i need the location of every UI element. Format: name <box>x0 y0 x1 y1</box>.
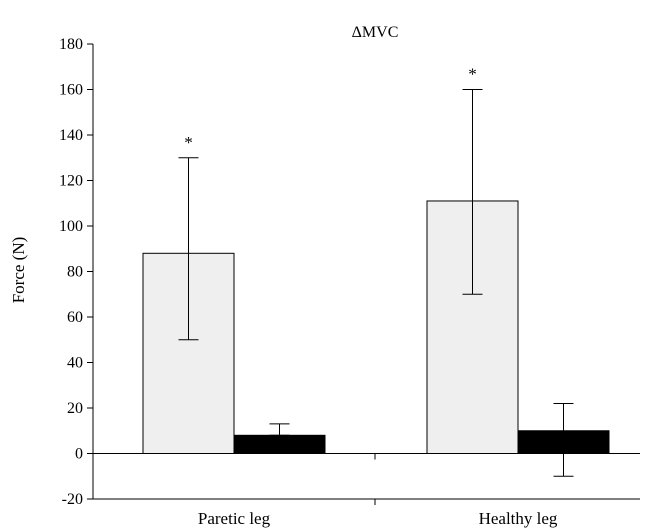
y-tick-label: 80 <box>67 264 83 281</box>
significance-marker: * <box>468 65 477 84</box>
y-tick-label: 180 <box>59 36 83 53</box>
y-tick-label: 120 <box>59 173 83 190</box>
x-category-label: Healthy leg <box>479 509 558 528</box>
x-category-label: Paretic leg <box>198 509 271 528</box>
y-tick-label: 60 <box>67 309 83 326</box>
chart-title: ΔMVC <box>352 24 399 41</box>
y-tick-label: 0 <box>75 446 83 463</box>
y-tick-label: 40 <box>67 355 83 372</box>
y-tick-label: 140 <box>59 127 83 144</box>
y-tick-label: -20 <box>62 491 83 508</box>
y-tick-label: 100 <box>59 218 83 235</box>
y-axis-label: Force (N) <box>9 237 28 304</box>
y-tick-label: 160 <box>59 82 83 99</box>
y-tick-label: 20 <box>67 400 83 417</box>
bar <box>234 435 325 453</box>
plot-area: -20 0 20 40 60 80 100 120 140 160 180 * * Paretic leg… <box>59 36 640 528</box>
significance-marker: * <box>184 133 193 152</box>
